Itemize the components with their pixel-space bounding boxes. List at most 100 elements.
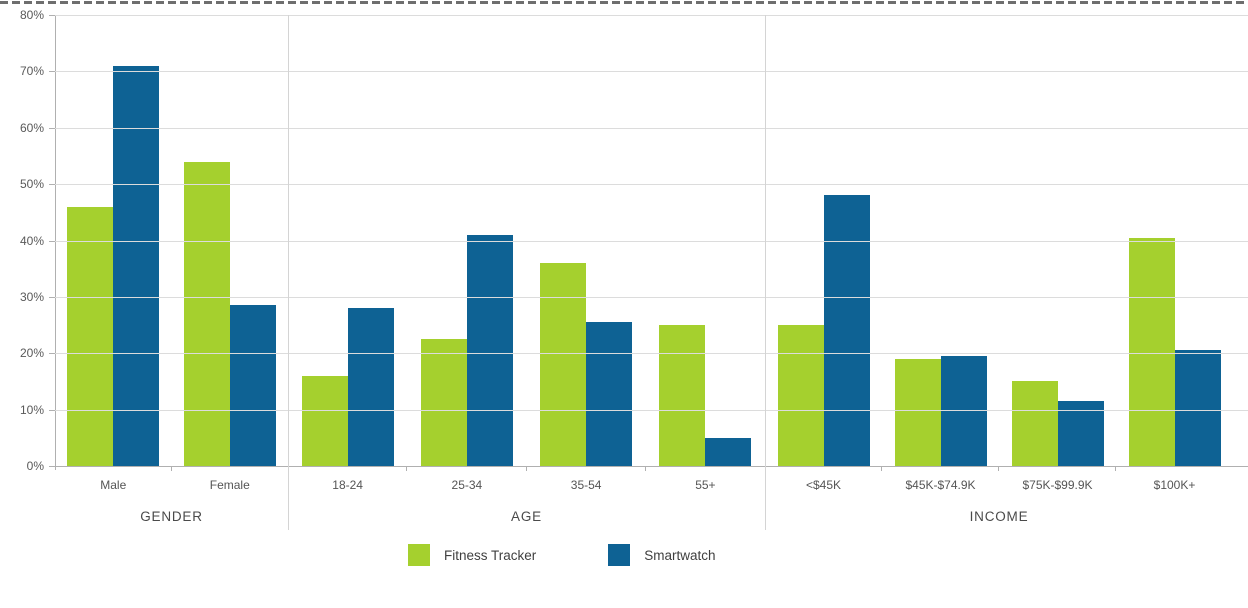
x-axis-label: Male (100, 478, 127, 492)
x-axis-label: Female (209, 478, 250, 492)
x-axis-label: $45K-$74.9K (905, 478, 976, 492)
bar-fitness-tracker (894, 358, 941, 466)
bar-group (1116, 15, 1233, 466)
category-section: <$45K $45K-$74.9K $75K-$99.9K $100K+ (765, 466, 1233, 492)
y-axis-label: 70% (19, 64, 44, 79)
bar-smartwatch (347, 308, 394, 466)
legend-item-smartwatch: Smartwatch (608, 544, 716, 566)
legend: Fitness Tracker Smartwatch (408, 544, 716, 566)
bar-smartwatch (1174, 350, 1221, 466)
bar-group (172, 15, 289, 466)
section-divider (288, 15, 289, 530)
section-label: INCOME (969, 509, 1029, 524)
fitness-tracker-swatch-icon (408, 544, 430, 566)
bar-section-gender (55, 15, 289, 471)
x-axis-label: 55+ (695, 478, 716, 492)
x-axis-tick (881, 466, 882, 471)
bar-fitness-tracker (659, 325, 706, 466)
bar-fitness-tracker (540, 263, 587, 466)
y-axis-label: 20% (19, 346, 44, 361)
section-label-cell: AGE (288, 509, 765, 524)
x-axis-label: $75K-$99.9K (1022, 478, 1093, 492)
y-axis-label: 0% (26, 459, 44, 473)
y-axis-label: 50% (19, 177, 44, 192)
bar-smartwatch (586, 322, 633, 466)
gridline (55, 71, 1248, 73)
section-label: AGE (511, 509, 542, 524)
bar-smartwatch (229, 305, 276, 466)
smartwatch-swatch-icon (608, 544, 631, 566)
legend-item-fitness-tracker: Fitness Tracker (408, 544, 536, 566)
x-axis-tick (998, 466, 999, 471)
y-axis-tick (49, 71, 55, 73)
bar-fitness-tracker (183, 161, 230, 466)
category-section: Male Female (55, 466, 288, 492)
bar-group (999, 15, 1116, 471)
bar-group (765, 15, 882, 471)
bar-smartwatch (466, 234, 513, 466)
y-axis-tick (49, 240, 55, 242)
legend-label: Fitness Tracker (444, 547, 537, 563)
section-label-cell: INCOME (765, 509, 1233, 524)
gridline (55, 240, 1248, 242)
x-axis-label: 35-54 (570, 478, 602, 492)
bar-fitness-tracker (1128, 237, 1175, 466)
y-axis-tick (49, 466, 55, 467)
x-axis-label: $100K+ (1153, 478, 1196, 492)
y-axis-tick (49, 353, 55, 355)
selection-dashed-border (0, 1, 1248, 4)
bar-group (646, 15, 765, 466)
gridline (55, 127, 1248, 129)
gridline (55, 353, 1248, 355)
y-axis-label: 80% (19, 8, 44, 22)
gridline (55, 409, 1248, 411)
x-axis-label: 25-34 (451, 478, 483, 492)
bar-fitness-tracker (1011, 381, 1058, 466)
gridline (55, 15, 1248, 16)
y-axis-line (55, 15, 56, 470)
x-axis-tick (170, 466, 172, 471)
x-axis-tick (525, 466, 527, 471)
y-axis-label: 10% (19, 402, 44, 417)
bar-fitness-tracker (777, 325, 824, 466)
section-label-row: GENDER AGE INCOME (55, 509, 1248, 524)
bar-smartwatch (1057, 401, 1104, 466)
gridline (55, 296, 1248, 298)
x-axis-tick (406, 466, 408, 471)
bar-smartwatch (705, 437, 752, 466)
category-label-row: Male Female 18-24 25-34 35-54 55+ <$45K $45K-$7… (55, 466, 1248, 492)
bar-group (882, 15, 999, 471)
y-axis-label: 30% (19, 289, 44, 304)
bar-fitness-tracker (301, 375, 348, 466)
plot-area (49, 15, 1248, 471)
bar-fitness-tracker (420, 339, 467, 466)
legend-label: Smartwatch (644, 547, 716, 563)
bar-group (407, 15, 527, 471)
section-divider (765, 15, 766, 530)
y-axis-tick (49, 296, 55, 298)
y-axis-tick (49, 15, 55, 16)
bars-row (55, 15, 1248, 471)
y-axis-tick (49, 409, 55, 411)
bar-group (288, 15, 408, 471)
bar-section-income (765, 15, 1233, 471)
y-axis-tick (49, 127, 55, 129)
bar-fitness-tracker (67, 206, 114, 466)
section-label: GENDER (140, 509, 203, 524)
category-section: 18-24 25-34 35-54 55+ (288, 466, 765, 492)
bar-section-age (288, 15, 765, 471)
y-axis-label: 40% (19, 233, 44, 248)
bar-group (55, 15, 172, 471)
y-axis: 80% 70% 60% 50% 40% 30% 20% 10% 0% (0, 8, 55, 473)
x-axis-label: <$45K (805, 478, 842, 492)
x-axis-line (49, 466, 1248, 467)
bar-smartwatch (113, 65, 160, 466)
chart-area: Male Female 18-24 25-34 35-54 55+ <$45K $45K-$7… (49, 15, 1248, 530)
y-axis-tick (49, 184, 55, 186)
y-axis-label: 60% (19, 120, 44, 135)
section-label-cell: GENDER (55, 509, 288, 524)
x-axis-tick (1115, 466, 1116, 471)
bar-smartwatch (940, 356, 987, 466)
x-axis-label: 18-24 (332, 478, 363, 492)
